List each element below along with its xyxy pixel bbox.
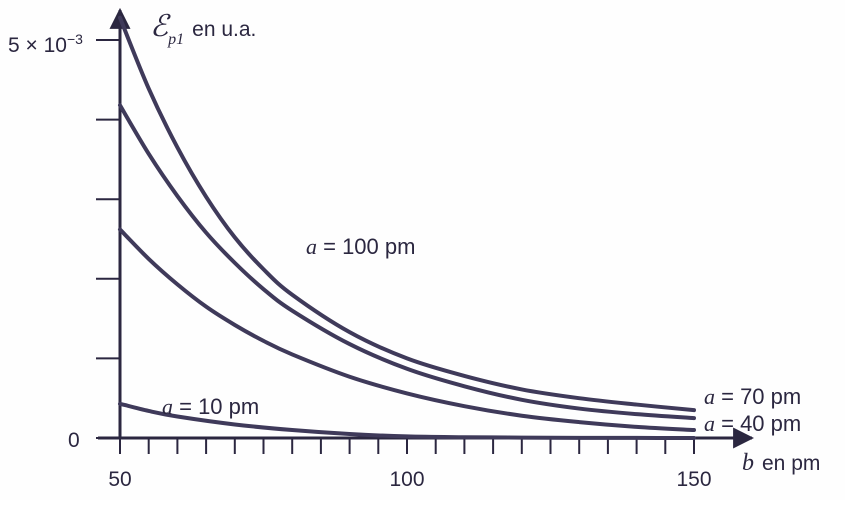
y-axis-label: ℰp1 en u.a. [150,10,256,48]
series-label-a-100: a = 100 pm [306,234,415,259]
series-label-a-40: a = 40 pm [704,411,801,436]
series-line-3 [118,401,696,440]
series-label-equation: = 100 [317,234,379,259]
series-label-unit: pm [765,411,802,436]
series-label-variable: a [704,411,715,436]
series-line-2 [118,227,696,433]
y-axis-subscript: p1 [167,31,184,48]
y-zero-tick-label: 0 [68,429,80,452]
x-tick-label-50: 50 [108,468,131,491]
series-label-unit: pm [379,234,416,259]
series-label-a-70: a = 70 pm [704,384,801,409]
series-label-unit: pm [223,394,260,419]
y-top-tick-mantissa: 5 × 10 [8,34,67,57]
x-axis-label: b en pm [742,450,820,476]
series-label-equation: = 70 [715,384,765,409]
series-label-unit: pm [765,384,802,409]
series-label-equation: = 40 [715,411,765,436]
series-label-equation: = 10 [173,394,223,419]
y-top-tick-exponent: −3 [67,31,83,47]
series-label-variable: a [704,384,715,409]
x-tick-label-100: 100 [389,468,424,491]
x-axis-units: en pm [762,452,820,475]
series-label-variable: a [306,234,317,259]
x-axis-symbol: b [742,450,754,476]
y-axis-symbol: ℰ [150,10,171,43]
series-label-a-10: a = 10 pm [162,394,259,419]
y-top-tick-label: 5 × 10−3 [8,31,83,57]
y-axis-units: en u.a. [192,18,256,41]
series-line-1 [118,103,696,421]
x-tick-label-150: 150 [676,468,711,491]
series-line-0 [118,15,696,413]
series-layer [118,15,696,440]
series-label-variable: a [162,394,173,419]
